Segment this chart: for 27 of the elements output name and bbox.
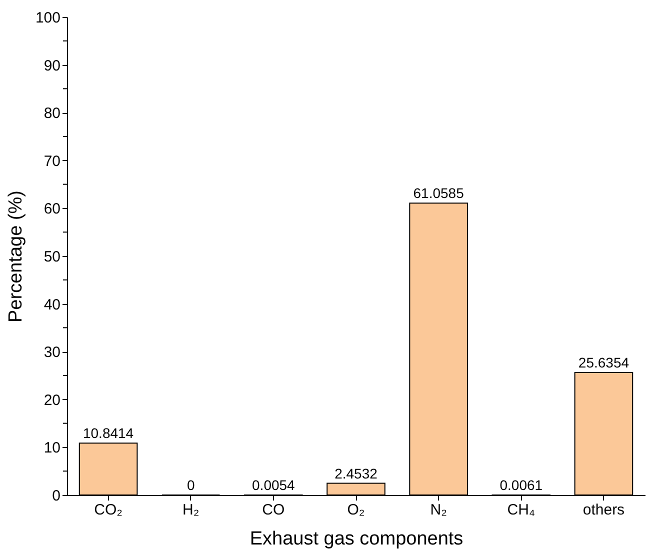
y-tick-label: 50	[44, 248, 60, 266]
x-tick-label: O₂	[347, 502, 365, 518]
x-tick-label: H₂	[182, 502, 200, 518]
y-tick-label: 20	[44, 392, 60, 409]
y-tick-label: 30	[44, 344, 60, 362]
y-axis-title: Percentage (%)	[5, 190, 26, 323]
data-label: 25.6354	[578, 354, 630, 370]
x-tick-label: CH₄	[507, 502, 536, 518]
data-label: 10.8414	[82, 425, 134, 442]
y-tick-label: 0	[52, 488, 60, 504]
x-axis-title: Exhaust gas components	[250, 528, 464, 550]
data-label: 0.0054	[252, 476, 296, 493]
y-tick-label: 40	[44, 296, 60, 314]
x-tick-label: others	[582, 502, 625, 518]
y-tick-label: 70	[44, 152, 60, 170]
y-tick-label: 80	[44, 105, 60, 122]
y-tick-label: 10	[44, 440, 60, 457]
x-tick-label: CO	[262, 502, 285, 518]
data-label: 0.0061	[500, 476, 543, 493]
data-label: 2.4532	[334, 465, 378, 482]
y-tick-label: 100	[35, 10, 60, 26]
x-tick-label: CO₂	[94, 502, 123, 518]
y-tick-label: 90	[44, 57, 60, 74]
data-label: 61.0585	[413, 185, 464, 202]
y-tick-label: 60	[44, 200, 60, 218]
data-label: 0	[186, 477, 195, 493]
x-tick-label: N₂	[430, 502, 448, 518]
